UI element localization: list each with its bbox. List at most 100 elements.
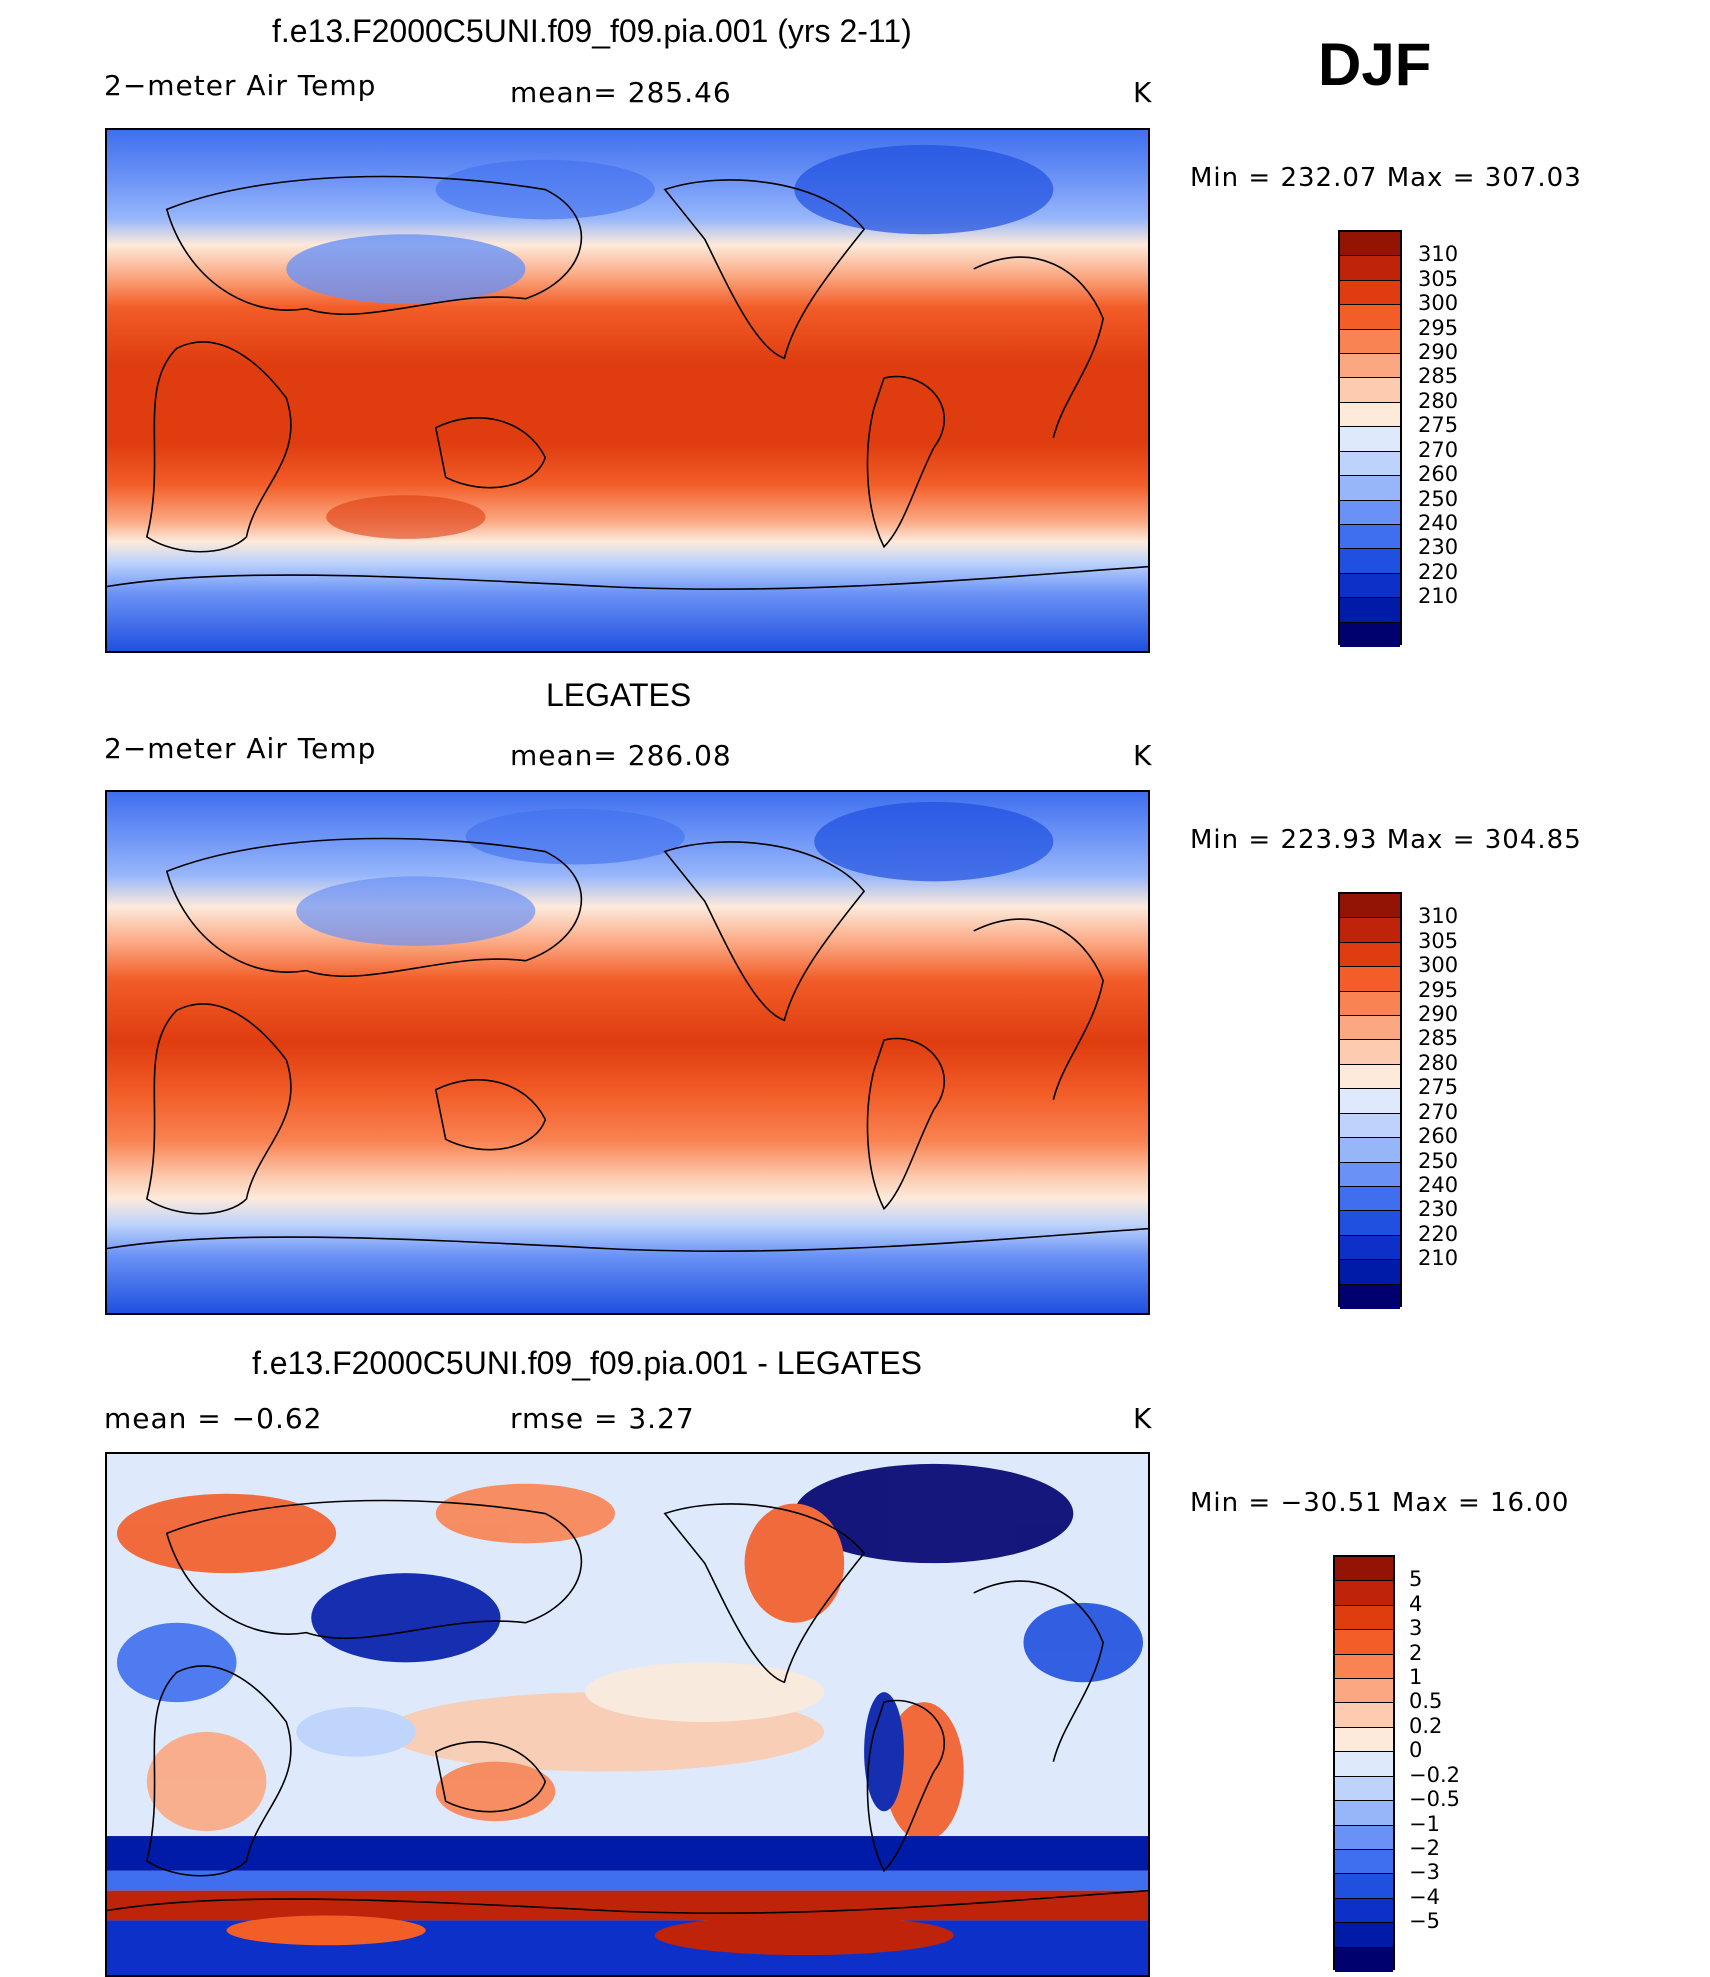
colorbar-swatch — [1340, 500, 1400, 525]
panel2-units-label: K — [1133, 739, 1153, 772]
colorbar-swatch — [1340, 232, 1400, 257]
panel3-units-label: K — [1133, 1402, 1153, 1435]
panel2-title: LEGATES — [546, 677, 692, 713]
panel1-title: f.e13.F2000C5UNI.f09_f09.pia.001 (yrs 2-… — [272, 13, 912, 49]
colorbar-tick-label: −4 — [1409, 1884, 1440, 1909]
colorbar-tick-label: 3 — [1409, 1616, 1423, 1641]
colorbar-swatch — [1340, 1138, 1400, 1163]
colorbar-swatch — [1340, 1089, 1400, 1114]
colorbar-tick-label: 295 — [1418, 315, 1459, 340]
panel3-colorbar-swatches — [1333, 1555, 1395, 1972]
panel2-colorbar-swatches — [1338, 892, 1402, 1309]
colorbar-tick-label: 280 — [1418, 1050, 1459, 1075]
panel3-map-graphic — [107, 1454, 1148, 1975]
colorbar-tick-label: 295 — [1418, 977, 1459, 1002]
panel3-map — [105, 1452, 1150, 1977]
colorbar-tick-label: 285 — [1418, 364, 1459, 389]
colorbar-tick-label: 4 — [1409, 1591, 1423, 1616]
colorbar-swatch — [1335, 1581, 1393, 1606]
colorbar-swatch — [1340, 549, 1400, 574]
panel3-title: f.e13.F2000C5UNI.f09_f09.pia.001 - LEGAT… — [252, 1345, 923, 1381]
colorbar-swatch — [1340, 991, 1400, 1017]
colorbar-tick-label: −0.5 — [1409, 1787, 1460, 1812]
colorbar-tick-label: 250 — [1418, 1148, 1459, 1173]
colorbar-swatch — [1340, 1260, 1400, 1285]
colorbar-tick-label: −0.2 — [1409, 1762, 1460, 1787]
colorbar-swatch — [1340, 427, 1400, 452]
colorbar-swatch — [1340, 1040, 1400, 1065]
colorbar-swatch — [1335, 1801, 1393, 1826]
colorbar-swatch — [1335, 1727, 1393, 1753]
colorbar-tick-label: −2 — [1409, 1835, 1440, 1860]
colorbar-swatch — [1335, 1679, 1393, 1704]
colorbar-tick-label: 5 — [1409, 1567, 1423, 1592]
colorbar-swatch — [1340, 1016, 1400, 1041]
panel2-colorbar: 310 305 300 295 290 285 280 275 270 260 250 240 230 2… — [1338, 892, 1498, 1309]
colorbar-tick-label: 300 — [1418, 953, 1459, 978]
colorbar-tick-label: 0 — [1409, 1738, 1423, 1763]
panel3-rmse-label: rmse = 3.27 — [510, 1402, 695, 1435]
colorbar-swatch — [1335, 1825, 1393, 1850]
panel3-minmax: Min = −30.51 Max = 16.00 — [1190, 1488, 1570, 1518]
colorbar-swatch — [1340, 598, 1400, 623]
colorbar-swatch — [1335, 1557, 1393, 1582]
colorbar-swatch — [1340, 918, 1400, 943]
colorbar-tick-label: 275 — [1418, 1075, 1459, 1100]
panel1-colorbar: 310 305 300 295 290 285 280 275 270 260 250 240 230 2… — [1338, 230, 1498, 647]
colorbar-tick-label: 260 — [1418, 462, 1459, 487]
colorbar-tick-label: 290 — [1418, 1002, 1459, 1027]
colorbar-swatch — [1340, 256, 1400, 281]
colorbar-swatch — [1340, 1064, 1400, 1090]
colorbar-swatch — [1340, 1186, 1400, 1212]
colorbar-swatch — [1340, 573, 1400, 599]
panel1-variable-label: 2−meter Air Temp — [104, 69, 377, 102]
colorbar-swatch — [1335, 1947, 1393, 1972]
colorbar-swatch — [1340, 476, 1400, 501]
colorbar-swatch — [1340, 1284, 1400, 1309]
colorbar-swatch — [1340, 354, 1400, 379]
colorbar-tick-label: 305 — [1418, 266, 1459, 291]
colorbar-swatch — [1335, 1630, 1393, 1655]
colorbar-tick-label: −3 — [1409, 1860, 1440, 1885]
colorbar-swatch — [1335, 1923, 1393, 1948]
colorbar-swatch — [1335, 1776, 1393, 1802]
colorbar-swatch — [1340, 942, 1400, 968]
colorbar-swatch — [1335, 1605, 1393, 1631]
colorbar-swatch — [1340, 280, 1400, 306]
colorbar-tick-label: −1 — [1409, 1811, 1440, 1836]
panel1-units-label: K — [1133, 76, 1153, 109]
colorbar-swatch — [1340, 1235, 1400, 1261]
panel1-minmax: Min = 232.07 Max = 307.03 — [1190, 163, 1582, 193]
panel1-map — [105, 128, 1150, 653]
panel3-mean-label: mean = −0.62 — [104, 1402, 323, 1435]
colorbar-swatch — [1335, 1752, 1393, 1777]
colorbar-tick-label: 250 — [1418, 486, 1459, 511]
colorbar-tick-label: 240 — [1418, 510, 1459, 535]
colorbar-tick-label: 220 — [1418, 559, 1459, 584]
colorbar-tick-label: 0.5 — [1409, 1689, 1443, 1714]
colorbar-swatch — [1340, 1113, 1400, 1139]
colorbar-swatch — [1340, 1211, 1400, 1236]
colorbar-tick-label: 240 — [1418, 1172, 1459, 1197]
colorbar-swatch — [1335, 1703, 1393, 1728]
colorbar-swatch — [1335, 1654, 1393, 1680]
colorbar-swatch — [1340, 402, 1400, 428]
colorbar-swatch — [1340, 1162, 1400, 1187]
colorbar-tick-label: −5 — [1409, 1909, 1440, 1934]
colorbar-tick-label: 310 — [1418, 904, 1459, 929]
colorbar-tick-label: 220 — [1418, 1221, 1459, 1246]
colorbar-tick-label: 305 — [1418, 928, 1459, 953]
panel2-mean-label: mean= 286.08 — [510, 739, 732, 772]
colorbar-tick-label: 300 — [1418, 291, 1459, 316]
panel1-map-graphic — [107, 130, 1148, 651]
colorbar-swatch — [1335, 1849, 1393, 1875]
panel3-colorbar: 5 4 3 2 1 0.5 0.2 0 −0.2 −0.5 −1 −2 −3 −4 −5 — [1333, 1555, 1503, 1972]
colorbar-swatch — [1340, 451, 1400, 477]
panel1-mean-label: mean= 285.46 — [510, 76, 732, 109]
colorbar-tick-label: 310 — [1418, 242, 1459, 267]
colorbar-tick-label: 210 — [1418, 584, 1459, 609]
colorbar-tick-label: 270 — [1418, 1099, 1459, 1124]
colorbar-swatch — [1340, 524, 1400, 550]
panel2-map-graphic — [107, 792, 1148, 1313]
colorbar-swatch — [1335, 1874, 1393, 1899]
